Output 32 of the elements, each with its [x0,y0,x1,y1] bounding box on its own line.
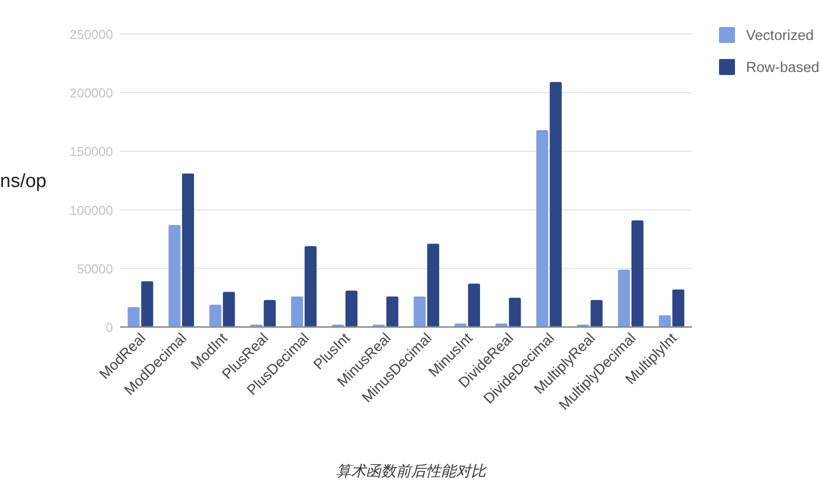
y-tick-label: 250000 [70,27,113,42]
bar [618,270,630,327]
bar [658,315,671,327]
bar [414,296,426,327]
bar [550,82,562,327]
y-tick-label: 150000 [70,144,113,160]
bar [222,292,235,327]
text: 算术函数前后性能对比 [336,463,487,480]
bar [291,296,304,327]
bar [182,173,194,327]
bar [508,298,521,327]
bar [672,289,684,327]
legend-label: Row-based [746,60,820,76]
bar [631,220,644,327]
legend-label: Vectorized [746,28,814,44]
bar [345,290,358,327]
y-tick-label: 0 [106,320,113,335]
bar [168,225,181,327]
bar [590,300,603,327]
bar [304,246,317,327]
bar [468,284,480,327]
bar [209,304,222,327]
bar [427,244,440,327]
bar [536,130,548,327]
bar [128,307,140,327]
y-axis-title: ns/op [0,171,46,192]
bar [141,281,154,327]
bar [386,296,398,327]
y-tick-label: 200000 [70,86,113,101]
bar [264,300,276,327]
y-tick-label: 100000 [70,202,113,218]
y-tick-label: 50000 [76,261,113,276]
